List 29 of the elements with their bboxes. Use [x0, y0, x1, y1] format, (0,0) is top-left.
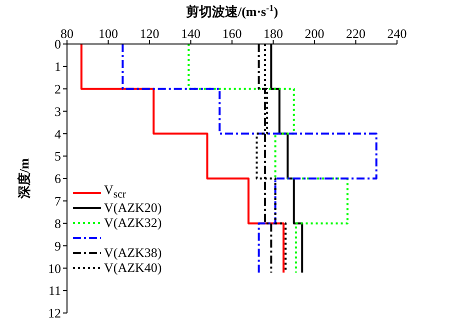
x-tick-label: 140 — [181, 26, 200, 41]
x-tick-label: 100 — [98, 26, 118, 41]
y-tick-label: 5 — [54, 148, 61, 164]
y-tick-label: 10 — [48, 260, 61, 276]
legend-label: V(AZK32) — [104, 215, 162, 230]
y-tick-label: 6 — [54, 171, 62, 186]
legend-label: V(AZK20) — [104, 200, 162, 215]
x-tick-label: 160 — [222, 26, 242, 41]
legend-label: V(AZK40) — [104, 260, 162, 275]
x-tick-label: 240 — [387, 26, 407, 41]
y-tick-label: 12 — [48, 306, 61, 321]
y-tick-label: 4 — [54, 126, 62, 142]
x-tick-label: 180 — [264, 26, 283, 41]
y-tick-label: 9 — [54, 238, 61, 254]
y-tick-label: 0 — [54, 36, 61, 52]
y-tick-label: 8 — [54, 216, 61, 231]
legend-label: V$_{scr}$ — [104, 182, 126, 201]
x-axis-title: 剪切波速/(m·s$^{-1}$) — [186, 3, 278, 19]
y-tick-label: 2 — [54, 81, 61, 96]
y-tick-label: 3 — [54, 104, 61, 119]
x-tick-label: 200 — [304, 26, 324, 41]
y-axis-title: 深度/m — [16, 158, 32, 200]
y-tick-label: 1 — [54, 59, 61, 74]
y-tick-label: 11 — [48, 283, 61, 298]
x-tick-label: 80 — [60, 26, 74, 41]
x-tick-label: 120 — [140, 26, 160, 41]
legend-label: V(AZK38) — [104, 245, 162, 260]
y-tick-label: 7 — [54, 194, 62, 209]
x-tick-label: 220 — [346, 26, 366, 41]
